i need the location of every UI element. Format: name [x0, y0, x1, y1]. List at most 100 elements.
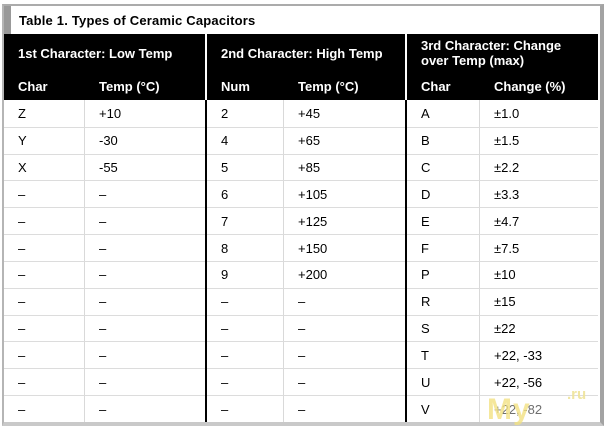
table-title: Table 1. Types of Ceramic Capacitors	[19, 12, 256, 28]
capacitor-table: Table 1. Types of Ceramic Capacitors 1st…	[2, 4, 604, 426]
cell-low-char: –	[4, 260, 85, 288]
cell-high-num: 6	[207, 180, 284, 208]
cell-low-temp: -30	[85, 126, 205, 154]
section-divider	[205, 207, 207, 235]
table-row: – – 7 +125 E ±4.7	[4, 207, 600, 235]
column-headers-low-temp: Char Temp (°C)	[4, 72, 205, 100]
cell-low-char: Y	[4, 126, 85, 154]
cell-high-temp: +200	[284, 260, 405, 288]
table-row: – – – – R ±15	[4, 287, 600, 315]
col-header-change-char: Char	[421, 78, 451, 94]
col-header-change-pct: Change (%)	[494, 78, 566, 94]
section-title-low-temp: 1st Character: Low Temp	[18, 45, 173, 61]
col-header-high-temp: Temp (°C)	[298, 78, 359, 94]
cell-high-temp: +105	[284, 180, 405, 208]
section-divider	[205, 314, 207, 342]
cell-change-char: R	[407, 287, 480, 315]
cell-change-pct: +22, -82	[480, 395, 598, 422]
cell-change-char: D	[407, 180, 480, 208]
cell-high-temp: –	[284, 341, 405, 369]
cell-change-char: U	[407, 368, 480, 396]
section-divider	[405, 100, 407, 127]
cell-high-num: –	[207, 368, 284, 396]
cell-change-char: V	[407, 395, 480, 422]
cell-low-char: X	[4, 153, 85, 181]
cell-change-pct: +22, -56	[480, 368, 598, 396]
table-row: X -55 5 +85 C ±2.2	[4, 153, 600, 181]
cell-low-char: –	[4, 368, 85, 396]
section-divider	[205, 341, 207, 369]
section-divider	[205, 126, 207, 154]
cell-low-char: –	[4, 341, 85, 369]
cell-change-char: E	[407, 207, 480, 235]
section-divider	[205, 153, 207, 181]
cell-low-temp: –	[85, 207, 205, 235]
table-header: 1st Character: Low Temp Char Temp (°C) 2…	[4, 34, 600, 100]
table-row: – – – – V +22, -82	[4, 395, 600, 422]
cell-high-num: 5	[207, 153, 284, 181]
header-section-low-temp: 1st Character: Low Temp Char Temp (°C)	[4, 34, 205, 100]
table-row: – – – – U +22, -56	[4, 368, 600, 396]
table-body: Z +10 2 +45 A ±1.0 Y -30 4 +65 B ±1.5 X …	[4, 100, 600, 422]
cell-low-temp: –	[85, 395, 205, 422]
header-section-gap	[205, 34, 207, 100]
cell-low-temp: –	[85, 234, 205, 261]
cell-high-num: 4	[207, 126, 284, 154]
cell-high-temp: –	[284, 395, 405, 422]
cell-high-num: 9	[207, 260, 284, 288]
table-row: – – – – T +22, -33	[4, 341, 600, 369]
cell-change-char: B	[407, 126, 480, 154]
section-title-high-temp: 2nd Character: High Temp	[221, 45, 383, 61]
cell-low-char: –	[4, 314, 85, 342]
col-header-high-num: Num	[221, 78, 250, 94]
table-title-bar: Table 1. Types of Ceramic Capacitors	[4, 6, 600, 34]
column-headers-change: Char Change (%)	[407, 72, 598, 100]
cell-low-char: –	[4, 395, 85, 422]
section-divider	[405, 207, 407, 235]
table-row: – – 6 +105 D ±3.3	[4, 180, 600, 208]
section-divider	[205, 234, 207, 261]
cell-high-num: –	[207, 341, 284, 369]
col-header-low-char: Char	[18, 78, 48, 94]
cell-change-char: F	[407, 234, 480, 261]
cell-change-pct: ±15	[480, 287, 598, 315]
cell-high-num: 7	[207, 207, 284, 235]
cell-change-pct: +22, -33	[480, 341, 598, 369]
table-row: – – 8 +150 F ±7.5	[4, 234, 600, 261]
cell-change-pct: ±22	[480, 314, 598, 342]
cell-low-char: –	[4, 180, 85, 208]
cell-change-char: S	[407, 314, 480, 342]
section-divider	[205, 368, 207, 396]
section-divider	[405, 126, 407, 154]
cell-high-num: 2	[207, 100, 284, 127]
cell-change-pct: ±10	[480, 260, 598, 288]
header-section-high-temp: 2nd Character: High Temp Num Temp (°C)	[207, 34, 405, 100]
cell-low-char: –	[4, 287, 85, 315]
cell-change-pct: ±2.2	[480, 153, 598, 181]
title-left-strip	[4, 6, 11, 34]
cell-high-num: –	[207, 395, 284, 422]
column-headers-high-temp: Num Temp (°C)	[207, 72, 405, 100]
cell-low-temp: –	[85, 260, 205, 288]
section-divider	[405, 341, 407, 369]
cell-low-char: –	[4, 207, 85, 235]
cell-high-temp: +85	[284, 153, 405, 181]
table-row: – – – – S ±22	[4, 314, 600, 342]
section-title-change: 3rd Character: Change over Temp (max)	[421, 38, 562, 68]
cell-high-num: 8	[207, 234, 284, 261]
table-row: – – 9 +200 P ±10	[4, 260, 600, 288]
section-divider	[405, 287, 407, 315]
section-divider	[405, 395, 407, 422]
table-row: Y -30 4 +65 B ±1.5	[4, 126, 600, 154]
cell-low-char: –	[4, 234, 85, 261]
cell-high-num: –	[207, 287, 284, 315]
cell-high-temp: +65	[284, 126, 405, 154]
cell-high-temp: +45	[284, 100, 405, 127]
cell-low-temp: –	[85, 287, 205, 315]
section-divider	[405, 153, 407, 181]
header-section-gap	[405, 34, 407, 100]
cell-low-temp: –	[85, 368, 205, 396]
section-divider	[205, 287, 207, 315]
cell-change-pct: ±1.0	[480, 100, 598, 127]
